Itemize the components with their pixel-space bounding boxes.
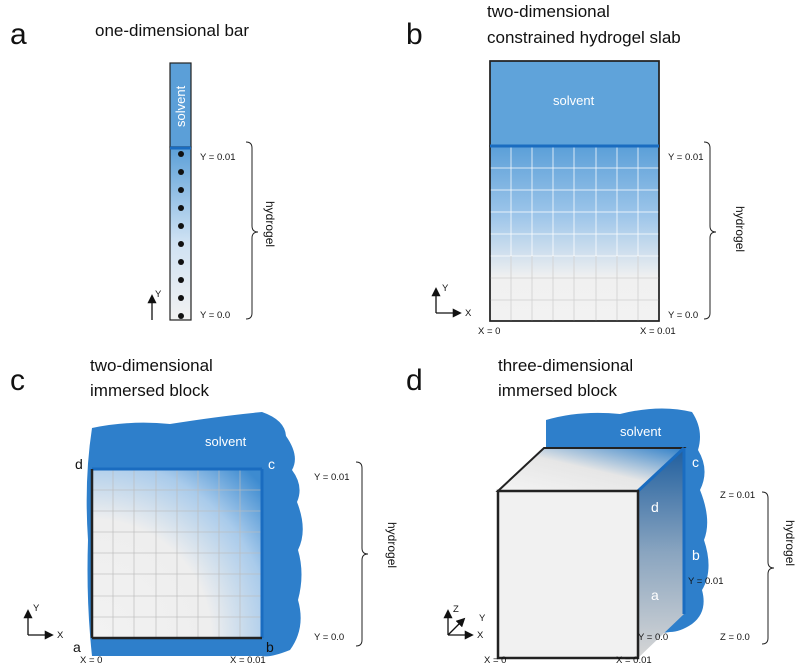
bar-node xyxy=(178,223,184,229)
panel-c-title-line2: immersed block xyxy=(90,381,210,400)
cube-corner-d: d xyxy=(651,499,659,515)
panel-c-title-line1: two-dimensional xyxy=(90,356,213,375)
cube-y-top-label: Y = 0.01 xyxy=(688,576,723,587)
cube-hydrogel-brace xyxy=(761,491,775,645)
bar-y-bottom-label: Y = 0.0 xyxy=(200,310,230,321)
cube-corner-a: a xyxy=(651,587,659,603)
bar-node xyxy=(178,169,184,175)
bar-node xyxy=(178,259,184,265)
bar-node xyxy=(178,313,184,319)
immersed-corner-d: d xyxy=(75,456,83,472)
panel-d-title-line1: three-dimensional xyxy=(498,356,633,375)
immersed-solvent-label: solvent xyxy=(205,434,247,449)
slab-x-axis-label: X xyxy=(465,308,472,319)
cube-z-axis-arrow xyxy=(447,617,466,636)
bar-node xyxy=(178,187,184,193)
immersed-x-axis-label: X xyxy=(57,630,64,641)
panel-a: a one-dimensional bar solvent Y = 0.01 Y… xyxy=(10,18,277,321)
cube-x-left-label: X = 0 xyxy=(484,655,506,666)
immersed-x-left-label: X = 0 xyxy=(80,655,102,666)
immersed-hydrogel-label: hydrogel xyxy=(385,522,399,568)
panel-b-title-line1: two-dimensional xyxy=(487,2,610,21)
slab-x-right-label: X = 0.01 xyxy=(640,326,676,337)
slab-solvent-label: solvent xyxy=(553,93,595,108)
slab-outline xyxy=(489,60,660,322)
cube-z-top-label: Z = 0.01 xyxy=(720,490,755,501)
slab-y-bottom-label: Y = 0.0 xyxy=(668,310,698,321)
cube-front-face xyxy=(496,489,640,660)
bar-node xyxy=(178,295,184,301)
panel-letter-c: c xyxy=(10,364,25,397)
slab-mesh-grid-lower xyxy=(490,256,659,321)
bar-y-axis-label: Y xyxy=(155,289,162,300)
panel-c: c two-dimensional immersed block solvent… xyxy=(10,356,399,666)
bar-node-dots xyxy=(178,151,184,319)
panel-b: b two-dimensional constrained hydrogel s… xyxy=(406,2,747,337)
immersed-y-bottom-label: Y = 0.0 xyxy=(314,632,344,643)
panel-d-title-line2: immersed block xyxy=(498,381,618,400)
bar-node xyxy=(178,277,184,283)
slab-hydrogel-label: hydrogel xyxy=(733,206,747,252)
panel-letter-a: a xyxy=(10,18,27,51)
immersed-x-right-label: X = 0.01 xyxy=(230,655,266,666)
cube-z-bottom-label: Z = 0.0 xyxy=(720,632,750,643)
slab-y-axis-label: Y xyxy=(442,283,449,294)
panel-letter-d: d xyxy=(406,364,423,397)
immersed-corner-a: a xyxy=(73,639,81,655)
cube-side-top-edge xyxy=(636,446,686,493)
panel-d: d three-dimensional immersed block solve… xyxy=(406,356,797,666)
slab-hydrogel-brace xyxy=(703,141,717,320)
bar-node xyxy=(178,151,184,157)
immersed-corner-b: b xyxy=(266,639,274,655)
panel-letter-b: b xyxy=(406,18,423,51)
bar-solvent-label: solvent xyxy=(173,85,188,127)
cube-corner-c: c xyxy=(692,454,699,470)
cube-y-axis-label: Y xyxy=(479,613,486,624)
bar-hydrogel-label: hydrogel xyxy=(263,201,277,247)
panel-a-title: one-dimensional bar xyxy=(95,21,249,40)
cube-corner-b: b xyxy=(692,547,700,563)
bar-node xyxy=(178,241,184,247)
bar-node xyxy=(178,205,184,211)
panel-b-title-line2: constrained hydrogel slab xyxy=(487,28,681,47)
immersed-y-axis-label: Y xyxy=(33,603,40,614)
immersed-y-top-label: Y = 0.01 xyxy=(314,472,349,483)
cube-x-right-label: X = 0.01 xyxy=(616,655,652,666)
immersed-corner-c: c xyxy=(268,456,275,472)
cube-y-bottom-label: Y = 0.0 xyxy=(638,632,668,643)
cube-solvent-label: solvent xyxy=(620,424,662,439)
slab-x-left-label: X = 0 xyxy=(478,326,500,337)
immersed-hydrogel-brace xyxy=(355,461,369,647)
cube-x-axis-label: X xyxy=(477,630,484,641)
cube-z-axis-label: Z xyxy=(453,604,459,615)
slab-y-top-label: Y = 0.01 xyxy=(668,152,703,163)
bar-hydrogel-brace xyxy=(245,141,259,320)
immersed-mesh-grid xyxy=(92,469,262,638)
bar-y-top-label: Y = 0.01 xyxy=(200,152,235,163)
cube-hydrogel-label: hydrogel xyxy=(783,520,797,566)
cube-side-face xyxy=(638,448,684,658)
